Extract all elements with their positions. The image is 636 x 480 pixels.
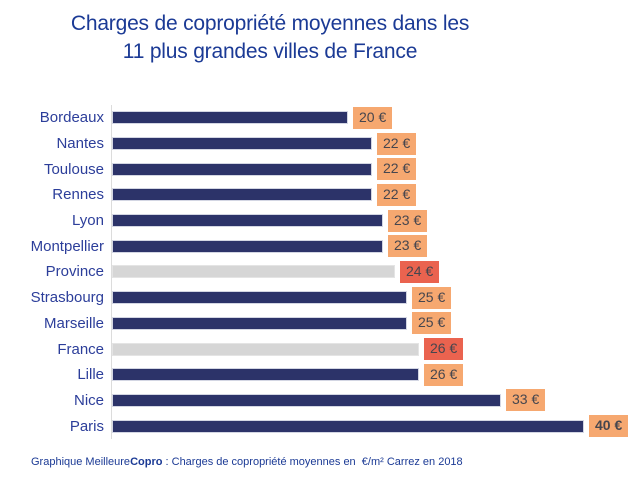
bar (112, 188, 372, 202)
category-label: France (57, 340, 104, 358)
plot-area: 22 € (111, 182, 636, 208)
bar (112, 393, 501, 407)
source-prefix: Graphique Meilleure (31, 456, 131, 468)
chart-row: Nice 33 € (0, 387, 636, 414)
plot-area: 23 € (111, 233, 636, 260)
chart-row: Marseille 25 € (0, 310, 636, 337)
value-badge: 20 € (353, 106, 393, 129)
chart-row: France 26 € (0, 336, 636, 362)
plot-area: 22 € (111, 156, 636, 183)
value-badge: 22 € (377, 132, 417, 155)
value-badge: 26 € (424, 363, 464, 386)
category-label: Montpellier (30, 237, 104, 255)
bar (112, 239, 383, 253)
chart-row: Bordeaux 20 € (0, 105, 636, 131)
bar (112, 111, 348, 125)
value-badge: 23 € (388, 235, 428, 258)
chart-title-line2: 11 plus grandes villes de France (122, 40, 418, 63)
value-badge: 23 € (388, 209, 428, 232)
bar (112, 137, 372, 151)
value-badge: 25 € (412, 286, 452, 309)
source-caption: Graphique MeilleureCopro : Charges de co… (31, 456, 463, 468)
source-suffix: : Charges de copropriété moyennes en €/m… (162, 456, 463, 468)
source-brand: Copro (130, 456, 163, 468)
plot-area: 25 € (111, 284, 636, 311)
category-label: Paris (69, 417, 104, 435)
category-label: Rennes (52, 186, 104, 204)
bar (112, 368, 419, 382)
value-badge: 26 € (424, 338, 464, 361)
bar (112, 419, 584, 433)
bar (112, 291, 407, 305)
bar (112, 342, 419, 356)
chart-rows: Bordeaux 20 € Nantes 22 € Toulouse 22 € Rennes… (0, 105, 636, 439)
plot-area: 22 € (111, 130, 636, 157)
category-label: Nantes (56, 135, 104, 153)
bar (112, 162, 372, 176)
value-badge: 40 € (589, 415, 629, 438)
plot-area: 25 € (111, 310, 636, 337)
category-label: Province (45, 263, 104, 281)
bar (112, 316, 407, 330)
value-badge: 24 € (400, 260, 440, 283)
chart-row: Lille 26 € (0, 361, 636, 388)
plot-area: 23 € (111, 207, 636, 234)
chart-row: Montpellier 23 € (0, 233, 636, 260)
chart-row: Rennes 22 € (0, 182, 636, 208)
plot-area: 33 € (111, 387, 636, 414)
value-badge: 22 € (377, 158, 417, 181)
category-label: Lyon (72, 212, 104, 230)
chart-row: Lyon 23 € (0, 207, 636, 234)
plot-area: 26 € (111, 361, 636, 388)
value-badge: 22 € (377, 183, 417, 206)
chart-row: Paris 40 € (0, 413, 636, 439)
plot-area: 40 € (111, 413, 636, 439)
chart-row: Strasbourg 25 € (0, 284, 636, 311)
plot-area: 20 € (111, 105, 636, 131)
chart-row: Nantes 22 € (0, 130, 636, 157)
category-label: Toulouse (43, 160, 104, 178)
category-label: Marseille (43, 314, 104, 332)
chart-title: Charges de copropriété moyennes dans les… (0, 10, 540, 66)
category-label: Strasbourg (30, 289, 104, 307)
chart-row: Province 24 € (0, 259, 636, 285)
category-label: Nice (73, 391, 104, 409)
category-label: Lille (77, 366, 104, 384)
chart-title-line1: Charges de copropriété moyennes dans les (70, 12, 470, 35)
plot-area: 24 € (111, 259, 636, 285)
value-badge: 33 € (506, 389, 546, 412)
value-badge: 25 € (412, 312, 452, 335)
chart-row: Toulouse 22 € (0, 156, 636, 183)
bar (112, 214, 383, 228)
category-label: Bordeaux (39, 109, 104, 127)
plot-area: 26 € (111, 336, 636, 362)
bar (112, 265, 395, 279)
